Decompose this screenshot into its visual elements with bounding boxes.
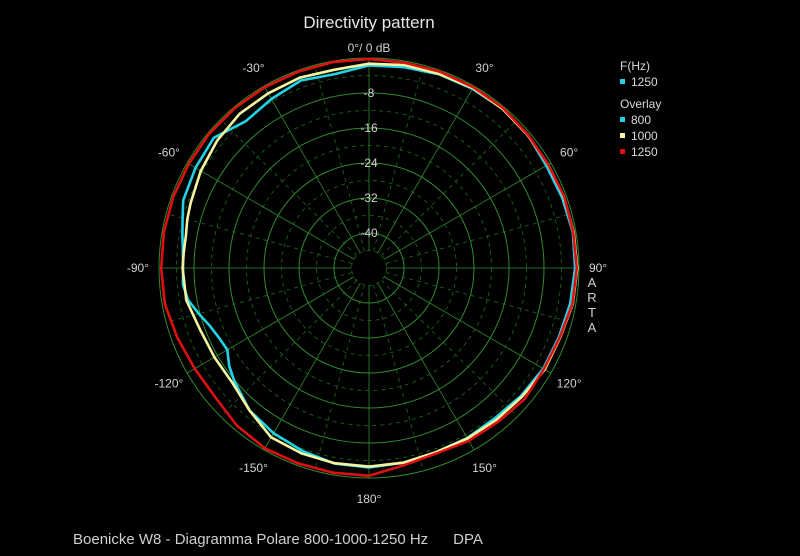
- grid-spoke: [377, 282, 475, 451]
- grid-spoke: [220, 119, 357, 256]
- polar-grid: [158, 57, 580, 479]
- angle-label: -150°: [239, 461, 268, 475]
- legend-item-label: 1250: [631, 145, 658, 159]
- radial-tick-label: -24: [360, 156, 378, 170]
- brand-letter: R: [587, 290, 596, 305]
- angle-label: -30°: [242, 61, 264, 75]
- figure-caption: Boenicke W8 - Diagramma Polare 800-1000-…: [73, 531, 483, 548]
- grid-spoke: [220, 280, 357, 417]
- grid-spoke: [385, 213, 572, 264]
- angle-label: -120°: [154, 377, 183, 391]
- legend-swatch: [620, 117, 625, 122]
- legend-swatch: [620, 133, 625, 138]
- series-1250-curve: [159, 57, 579, 478]
- brand-letter: A: [588, 320, 597, 335]
- grid-spoke: [263, 282, 361, 451]
- grid-spoke: [263, 85, 361, 254]
- top-reference-label: 0°/ 0 dB: [348, 41, 391, 55]
- grid-spoke: [373, 65, 424, 252]
- grid-spoke: [186, 162, 355, 260]
- brand-letter: A: [588, 275, 597, 290]
- angle-label: 30°: [475, 61, 493, 75]
- angle-label: 150°: [472, 461, 497, 475]
- brand-letter: T: [588, 305, 596, 320]
- legend: F(Hz) 1250 Overlay 800 1000 1250: [620, 59, 661, 159]
- legend-item-label: 1250: [631, 75, 658, 89]
- radial-tick-label: -32: [360, 191, 378, 205]
- grid-spoke: [314, 65, 365, 252]
- angle-label: 60°: [560, 146, 578, 160]
- chart-title: Directivity pattern: [303, 13, 434, 32]
- series-group: [159, 57, 579, 478]
- angle-label: -60°: [158, 146, 180, 160]
- angle-label: 90°: [589, 261, 607, 275]
- angle-label: 120°: [557, 377, 582, 391]
- grid-spoke: [383, 162, 552, 260]
- angle-label: -90°: [127, 261, 149, 275]
- axis-labels: -8 -16 -24 -32 -40 30° 60° 90° 120° 150° 180° -150°…: [127, 61, 608, 506]
- grid-spoke: [377, 85, 475, 254]
- radial-tick-label: -8: [364, 86, 375, 100]
- grid-spoke: [166, 213, 353, 264]
- angle-label: 180°: [357, 492, 382, 506]
- grid-spoke: [314, 284, 365, 471]
- legend-overlay-title: Overlay: [620, 97, 661, 111]
- legend-swatch: [620, 149, 625, 154]
- grid-spoke: [373, 284, 424, 471]
- grid-spoke: [381, 280, 518, 417]
- legend-item-label: 1000: [631, 129, 658, 143]
- legend-swatch: [620, 79, 625, 84]
- grid-spoke: [166, 272, 353, 323]
- radial-tick-label: -40: [360, 226, 378, 240]
- grid-spoke: [383, 276, 552, 374]
- radial-tick-label: -16: [360, 121, 378, 135]
- grid-spoke: [385, 272, 572, 323]
- grid-ring: [351, 250, 387, 286]
- grid-spoke: [381, 119, 518, 256]
- legend-frequency-title: F(Hz): [620, 59, 650, 73]
- legend-item-label: 800: [631, 113, 651, 127]
